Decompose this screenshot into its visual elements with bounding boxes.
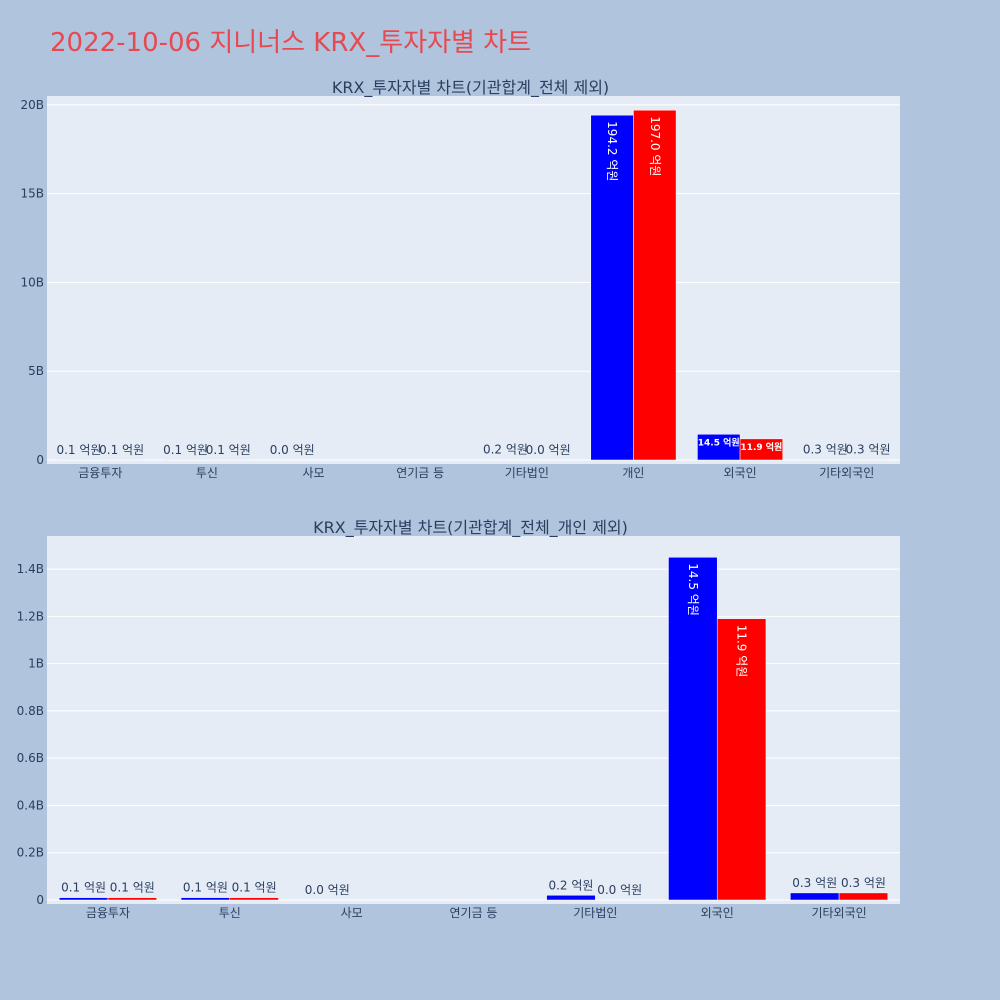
data-label: 194.2 억원: [605, 121, 619, 181]
x-tick-label: 사모: [303, 466, 325, 480]
y-tick-label: 0: [36, 453, 44, 467]
y-tick-label: 20B: [20, 98, 44, 112]
y-tick-label: 15B: [20, 187, 44, 201]
data-label: 0.2 억원: [483, 443, 528, 457]
y-tick-label: 10B: [20, 275, 44, 289]
y-tick-label: 0.6B: [17, 751, 44, 765]
page-title: 2022-10-06 지니너스 KRX_투자자별 차트: [50, 28, 532, 58]
bar: [716, 618, 767, 901]
bar: [180, 897, 231, 901]
x-tick-label: 사모: [341, 906, 363, 920]
x-tick-label: 금융투자: [86, 906, 130, 920]
x-tick-label: 연기금 등: [450, 906, 498, 920]
y-tick-label: 5B: [28, 364, 44, 378]
x-tick-label: 기타외국인: [819, 466, 874, 480]
data-label: 14.5 억원: [698, 436, 740, 448]
data-label: 0.1 억원: [99, 443, 144, 457]
data-label: 0.1 억원: [110, 881, 155, 895]
x-tick-label: 외국인: [724, 466, 757, 480]
data-label: 0.1 억원: [232, 881, 277, 895]
data-label: 0.3 억원: [792, 876, 837, 890]
y-tick-label: 1B: [28, 657, 44, 671]
bar: [846, 459, 890, 461]
bar: [668, 557, 718, 901]
x-tick-label: 연기금 등: [396, 466, 444, 480]
bar: [590, 114, 634, 461]
chart-title: KRX_투자자별 차트(기관합계_전체 제외): [332, 78, 609, 98]
bar: [107, 897, 157, 901]
bar: [739, 438, 783, 461]
plot-background: [47, 536, 900, 904]
data-label: 0.3 억원: [846, 442, 891, 456]
bar: [546, 895, 596, 901]
data-label: 0.0 억원: [597, 883, 642, 897]
y-tick-label: 0.8B: [17, 704, 44, 718]
data-label: 0.0 억원: [270, 443, 315, 457]
x-tick-label: 투신: [219, 906, 241, 920]
bar: [790, 892, 840, 901]
data-label: 0.0 억원: [526, 443, 571, 457]
data-label: 0.1 억원: [206, 443, 251, 457]
data-label: 0.1 억원: [56, 443, 101, 457]
data-label: 11.9 억원: [735, 625, 749, 678]
bar: [58, 897, 109, 901]
chart-title: KRX_투자자별 차트(기관합계_전체_개인 제외): [313, 518, 628, 538]
x-tick-label: 기타법인: [573, 906, 617, 920]
data-label: 0.2 억원: [548, 878, 593, 892]
chart-top: 0 5B 10B 15B 20B KRX_투자자별 차트(기관합계_전체 제외) 금융투자 0…: [20, 78, 900, 480]
data-label: 197.0 억원: [648, 116, 662, 176]
bar: [633, 109, 677, 461]
y-tick-label: 1.4B: [17, 562, 44, 576]
data-label: 0.3 억원: [841, 876, 886, 890]
plot-background: [47, 96, 900, 464]
y-tick-label: 0: [36, 893, 44, 907]
bar: [229, 897, 279, 901]
x-tick-label: 기타법인: [505, 466, 549, 480]
data-label: 0.3 억원: [803, 442, 848, 456]
y-tick-label: 0.2B: [17, 846, 44, 860]
data-label: 14.5 억원: [686, 563, 700, 616]
bar: [838, 892, 889, 901]
data-label: 0.1 억원: [163, 443, 208, 457]
y-tick-label: 0.4B: [17, 798, 44, 812]
x-tick-label: 기타외국인: [811, 906, 866, 920]
x-tick-label: 개인: [622, 466, 644, 480]
data-label: 0.1 억원: [61, 881, 106, 895]
chart-bottom: 0 0.2B 0.4B 0.6B 0.8B 1B 1.2B 1.4B KRX_투자자별 차트(기…: [17, 518, 900, 920]
x-tick-label: 외국인: [701, 906, 734, 920]
bar: [697, 434, 741, 461]
data-label: 0.0 억원: [305, 883, 350, 897]
y-tick-label: 1.2B: [17, 609, 44, 623]
data-label: 11.9 억원: [740, 441, 782, 453]
x-tick-label: 투신: [196, 466, 218, 480]
data-label: 0.1 억원: [183, 881, 228, 895]
x-tick-label: 금융투자: [78, 466, 122, 480]
